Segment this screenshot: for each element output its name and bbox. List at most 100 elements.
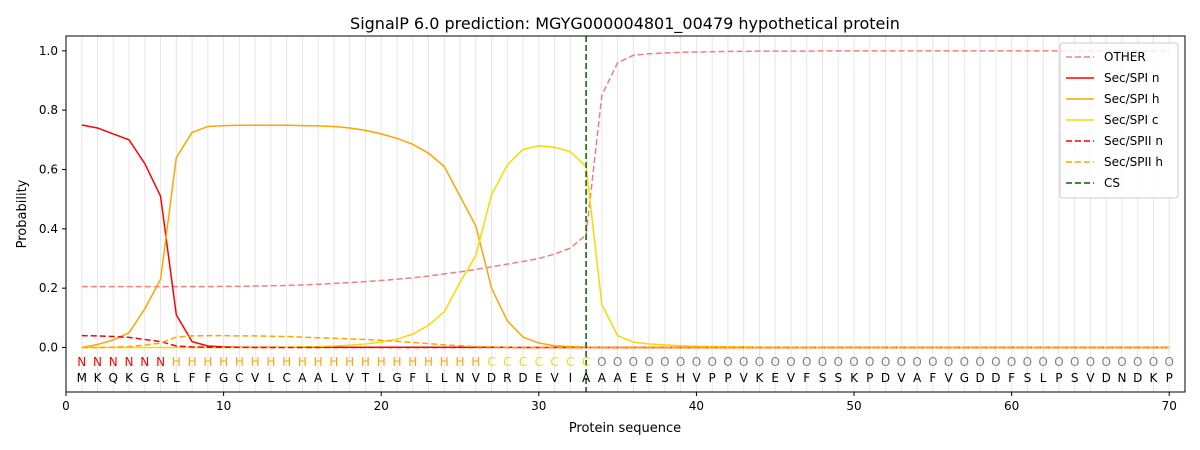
region-label: H bbox=[455, 355, 464, 369]
region-label: O bbox=[1070, 355, 1079, 369]
plot-frame bbox=[65, 35, 1186, 393]
region-label: O bbox=[707, 355, 716, 369]
sequence-residue: K bbox=[94, 371, 103, 385]
region-label: H bbox=[235, 355, 244, 369]
region-label: O bbox=[692, 355, 701, 369]
region-label: H bbox=[440, 355, 449, 369]
region-label: N bbox=[156, 355, 165, 369]
sequence-residue: V bbox=[740, 371, 749, 385]
region-label: H bbox=[329, 355, 338, 369]
region-label: O bbox=[991, 355, 1000, 369]
sequence-residue: L bbox=[173, 371, 180, 385]
x-axis-label: Protein sequence bbox=[569, 421, 681, 436]
x-tick-label: 0 bbox=[62, 399, 70, 413]
region-label: O bbox=[1165, 355, 1174, 369]
region-label: O bbox=[960, 355, 969, 369]
sequence-residue: S bbox=[834, 371, 842, 385]
region-label: O bbox=[644, 355, 653, 369]
sequence-residue: V bbox=[897, 371, 906, 385]
region-label: O bbox=[865, 355, 874, 369]
region-label: C bbox=[519, 355, 527, 369]
sequence-residue: F bbox=[803, 371, 810, 385]
region-label: O bbox=[1054, 355, 1063, 369]
sequence-residue: A bbox=[298, 371, 307, 385]
region-label: O bbox=[912, 355, 921, 369]
sequence-residue: E bbox=[771, 371, 779, 385]
sequence-residue: P bbox=[724, 371, 731, 385]
x-tick-label: 10 bbox=[216, 399, 231, 413]
grid-lines bbox=[81, 36, 1170, 392]
sequence-residue: V bbox=[944, 371, 953, 385]
region-label: N bbox=[109, 355, 118, 369]
sequence-residue: L bbox=[441, 371, 448, 385]
sequence-residue: P bbox=[866, 371, 873, 385]
sequence-residue: A bbox=[314, 371, 323, 385]
region-label: H bbox=[314, 355, 323, 369]
region-label: O bbox=[849, 355, 858, 369]
sequence-residue: S bbox=[661, 371, 669, 385]
sequence-residue: A bbox=[598, 371, 607, 385]
x-tick-label: 60 bbox=[1004, 399, 1019, 413]
sequence-residue: R bbox=[503, 371, 511, 385]
region-label: O bbox=[1007, 355, 1016, 369]
region-label: O bbox=[881, 355, 890, 369]
sequence-residue: V bbox=[251, 371, 260, 385]
sequence-residue: L bbox=[1040, 371, 1047, 385]
region-label: O bbox=[834, 355, 843, 369]
region-label: H bbox=[424, 355, 433, 369]
region-label: C bbox=[550, 355, 558, 369]
x-tick-label: 20 bbox=[374, 399, 389, 413]
series-line-sec-spii-n bbox=[81, 334, 1170, 349]
sequence-residue: S bbox=[819, 371, 827, 385]
x-tick-label: 50 bbox=[846, 399, 861, 413]
region-label: H bbox=[377, 355, 386, 369]
sequence-residue: S bbox=[1024, 371, 1032, 385]
region-label: H bbox=[219, 355, 228, 369]
region-label: O bbox=[1023, 355, 1032, 369]
region-label: O bbox=[723, 355, 732, 369]
sequence-residue: F bbox=[189, 371, 196, 385]
sequence-residue: G bbox=[392, 371, 401, 385]
sequence-residue: L bbox=[378, 371, 385, 385]
region-label: O bbox=[629, 355, 638, 369]
sequence-residue: L bbox=[425, 371, 432, 385]
sequence-residue: K bbox=[125, 371, 134, 385]
sequence-residue: V bbox=[550, 371, 559, 385]
series-line-sec-spi-c bbox=[81, 145, 1170, 349]
region-label: O bbox=[1117, 355, 1126, 369]
sequence-residue: I bbox=[569, 371, 573, 385]
y-tick-label: 1.0 bbox=[39, 44, 58, 58]
sequence-residue: K bbox=[1150, 371, 1159, 385]
region-label: H bbox=[471, 355, 480, 369]
sequence-residue: T bbox=[361, 371, 370, 385]
sequence-residue: E bbox=[535, 371, 543, 385]
sequence-residue: V bbox=[787, 371, 796, 385]
region-label: C bbox=[582, 355, 590, 369]
sequence-residue: V bbox=[692, 371, 701, 385]
sequence-residue: D bbox=[881, 371, 890, 385]
region-label: O bbox=[755, 355, 764, 369]
region-label: N bbox=[140, 355, 149, 369]
sequence-residue: Q bbox=[109, 371, 118, 385]
sequence-residue: D bbox=[991, 371, 1000, 385]
series-line-sec-spi-n bbox=[81, 124, 1170, 349]
y-tick-label: 0.4 bbox=[39, 222, 58, 236]
region-label: O bbox=[897, 355, 906, 369]
region-label: C bbox=[566, 355, 574, 369]
sequence-residue: L bbox=[331, 371, 338, 385]
y-tick-label: 0.0 bbox=[39, 341, 58, 355]
region-label: O bbox=[786, 355, 795, 369]
region-label: H bbox=[282, 355, 291, 369]
region-label: N bbox=[125, 355, 134, 369]
legend-label: Sec/SPI c bbox=[1104, 113, 1158, 127]
region-label: H bbox=[392, 355, 401, 369]
sequence-residue: R bbox=[156, 371, 164, 385]
region-label: O bbox=[613, 355, 622, 369]
region-label: O bbox=[739, 355, 748, 369]
region-label: O bbox=[1086, 355, 1095, 369]
axes: 0 10 20 30 40 50 60 70 0.0 0.2 0.4 0.6 0.8 1.0 bbox=[39, 44, 1177, 413]
x-tick-label: 70 bbox=[1162, 399, 1177, 413]
sequence-residue: K bbox=[756, 371, 765, 385]
region-label: O bbox=[1133, 355, 1142, 369]
